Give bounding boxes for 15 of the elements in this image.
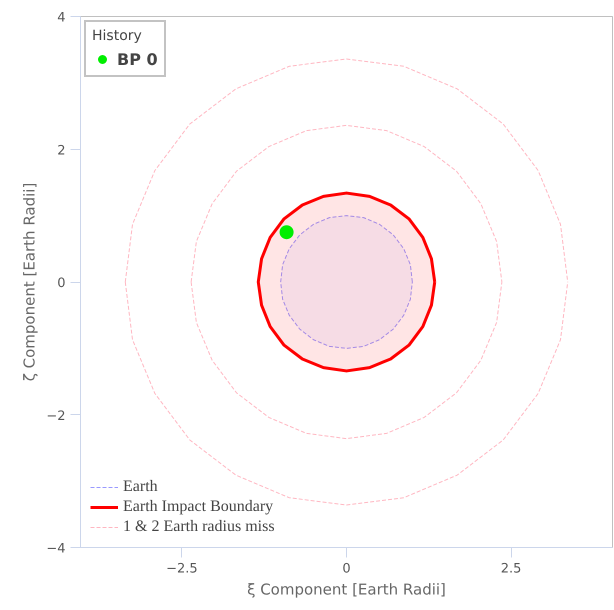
legend-label: 1 & 2 Earth radius miss xyxy=(123,518,275,536)
x-tick-label: −2.5 xyxy=(166,562,198,576)
legend-title: History xyxy=(92,28,143,44)
y-tick-label: 4 xyxy=(57,10,66,26)
x-tick-label: 0 xyxy=(342,562,351,576)
x-tick-label: 2.5 xyxy=(500,562,522,576)
x-axis-title: ξ Component [Earth Radii] xyxy=(247,580,446,598)
y-tick-label: −2 xyxy=(46,408,66,424)
y-tick-label: 0 xyxy=(57,276,66,291)
y-axis-title: ζ Component [Earth Radii] xyxy=(20,182,38,382)
y-tick-label: 2 xyxy=(57,143,66,158)
legend-label: Earth Impact Boundary xyxy=(123,498,274,516)
y-tick-label: −4 xyxy=(46,542,66,556)
legend-label: Earth xyxy=(123,478,158,496)
legend-label: BP 0 xyxy=(117,50,158,68)
